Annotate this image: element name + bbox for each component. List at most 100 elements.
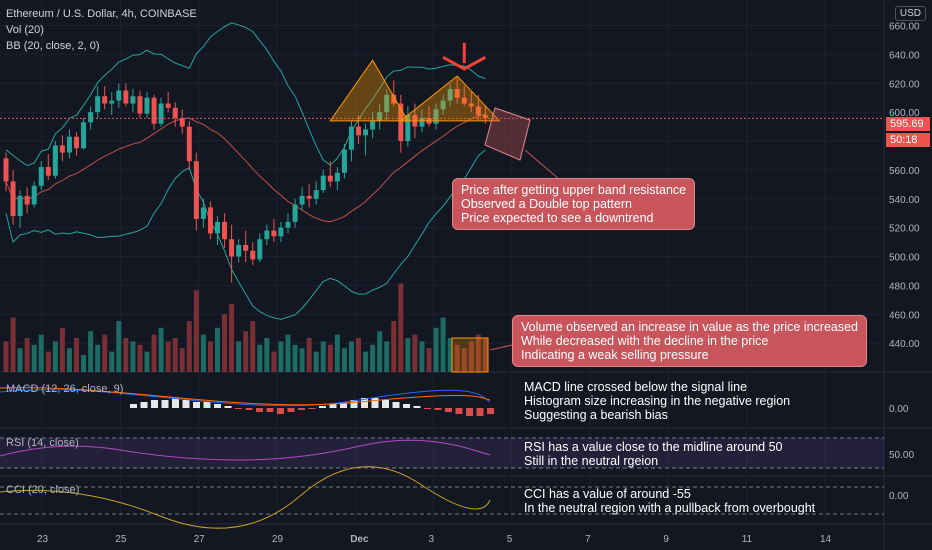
currency-badge[interactable]: USD bbox=[894, 6, 926, 21]
candle-body bbox=[88, 112, 94, 123]
candle-body bbox=[165, 103, 171, 108]
macd-hist-bar bbox=[287, 408, 295, 412]
volume-bar bbox=[363, 351, 369, 372]
rsi-pane-label[interactable]: RSI (14, close) bbox=[6, 437, 79, 449]
candle-body bbox=[243, 244, 249, 251]
volume-bar bbox=[24, 338, 30, 372]
candle-body bbox=[341, 149, 347, 173]
volume-bar bbox=[356, 338, 361, 372]
volume-bar bbox=[285, 334, 291, 372]
volume-bar bbox=[250, 321, 256, 372]
volume-bar bbox=[440, 317, 446, 372]
candle-body bbox=[391, 94, 397, 104]
macd-hist-bar bbox=[476, 408, 484, 416]
macd-hist-bar bbox=[466, 408, 473, 416]
annotation-volume-line-2: While decreased with the decline in the … bbox=[521, 334, 769, 348]
candle-body bbox=[207, 207, 213, 234]
cci-pane-label[interactable]: CCI (20, close) bbox=[6, 484, 80, 496]
macd-hist-bar bbox=[319, 406, 326, 408]
candle-body bbox=[172, 107, 178, 118]
candle-body bbox=[348, 126, 354, 150]
macd-hist-bar bbox=[224, 406, 232, 408]
volume-bar bbox=[215, 327, 220, 372]
macd-pane-label[interactable]: MACD (12, 26, close, 9) bbox=[6, 383, 124, 395]
y-tick-label: 440.00 bbox=[889, 339, 920, 350]
y-tick-label: 500.00 bbox=[889, 253, 920, 264]
volume-bar bbox=[151, 334, 157, 372]
volume-bar bbox=[377, 331, 383, 372]
annotation-cci[interactable]: CCI has a value of around -55 In the neu… bbox=[524, 487, 815, 515]
volume-bar bbox=[299, 348, 305, 372]
down-arrow-icon bbox=[442, 42, 487, 71]
y-tick-label: 480.00 bbox=[889, 281, 920, 292]
y-tick-label: 560.00 bbox=[889, 166, 920, 177]
candle-body bbox=[433, 109, 439, 124]
volume-bar bbox=[31, 344, 37, 372]
candle-body bbox=[116, 90, 122, 101]
candle-body bbox=[31, 185, 37, 205]
candle-body bbox=[440, 100, 446, 110]
volume-bar bbox=[341, 348, 347, 372]
candle-body bbox=[45, 167, 51, 176]
annotation-macd[interactable]: MACD line crossed below the signal line … bbox=[524, 380, 790, 422]
cci-zero-label: 0.00 bbox=[889, 491, 909, 502]
annotation-cci-line-1: CCI has a value of around -55 bbox=[524, 487, 691, 501]
candle-body bbox=[17, 195, 23, 217]
annotation-main-box[interactable]: Price after getting upper band resistanc… bbox=[452, 178, 696, 230]
candle-body bbox=[370, 120, 376, 130]
candle-body bbox=[66, 136, 72, 153]
candle-body bbox=[179, 117, 185, 127]
macd-hist-bar bbox=[298, 408, 305, 410]
volume-bar bbox=[66, 348, 72, 372]
macd-hist-bar bbox=[172, 398, 179, 408]
macd-signal-line bbox=[0, 387, 491, 406]
volume-bar bbox=[17, 348, 23, 372]
volume-bar bbox=[391, 321, 397, 372]
annotation-main-line-2: Observed a Double top pattern bbox=[461, 197, 632, 211]
candle-body bbox=[419, 117, 425, 127]
candle-body bbox=[257, 239, 263, 260]
volume-bar bbox=[88, 331, 94, 372]
volume-bar bbox=[102, 334, 108, 372]
macd-hist-bar bbox=[445, 408, 452, 412]
candle-body bbox=[109, 100, 115, 104]
candle-body bbox=[236, 244, 242, 257]
macd-hist-bar bbox=[151, 400, 158, 408]
candle-body bbox=[130, 96, 136, 104]
volume-bar bbox=[207, 341, 213, 372]
candle-body bbox=[482, 115, 488, 118]
volume-bar bbox=[419, 341, 425, 372]
volume-bar bbox=[264, 338, 270, 372]
x-tick-label: 27 bbox=[194, 534, 206, 545]
annotation-rsi[interactable]: RSI has a value close to the midline aro… bbox=[524, 440, 783, 468]
x-tick-label: 14 bbox=[820, 534, 832, 545]
candle-body bbox=[334, 172, 340, 182]
candle-body bbox=[144, 97, 150, 114]
candle-body bbox=[123, 90, 129, 104]
macd-hist-bar bbox=[308, 408, 316, 409]
macd-hist-bar bbox=[403, 404, 410, 408]
vol-indicator-label[interactable]: Vol (20) bbox=[6, 24, 44, 36]
candle-body bbox=[306, 195, 312, 199]
bb-indicator-label[interactable]: BB (20, close, 2, 0) bbox=[6, 40, 100, 52]
last-price-tag: 595.69 bbox=[886, 117, 930, 131]
volume-bar bbox=[348, 341, 354, 372]
volume-bar bbox=[398, 283, 404, 372]
macd-hist-bar bbox=[487, 408, 494, 414]
candle-body bbox=[278, 227, 284, 237]
macd-hist-bar bbox=[382, 400, 389, 408]
candle-body bbox=[137, 96, 143, 114]
volume-bar bbox=[116, 321, 122, 372]
volume-bar bbox=[38, 334, 44, 372]
volume-bar bbox=[74, 338, 79, 372]
candle-body bbox=[3, 158, 9, 182]
macd-hist-bar bbox=[130, 404, 137, 408]
y-tick-label: 520.00 bbox=[889, 224, 920, 235]
bb-upper-line bbox=[5, 22, 486, 167]
annotation-rsi-line-1: RSI has a value close to the midline aro… bbox=[524, 440, 783, 454]
candle-body bbox=[95, 96, 101, 113]
symbol-title[interactable]: Ethereum / U.S. Dollar, 4h, COINBASE bbox=[6, 8, 197, 20]
annotation-volume-box[interactable]: Volume observed an increase in value as … bbox=[512, 315, 868, 367]
rsi-mid-label: 50.00 bbox=[889, 450, 914, 461]
